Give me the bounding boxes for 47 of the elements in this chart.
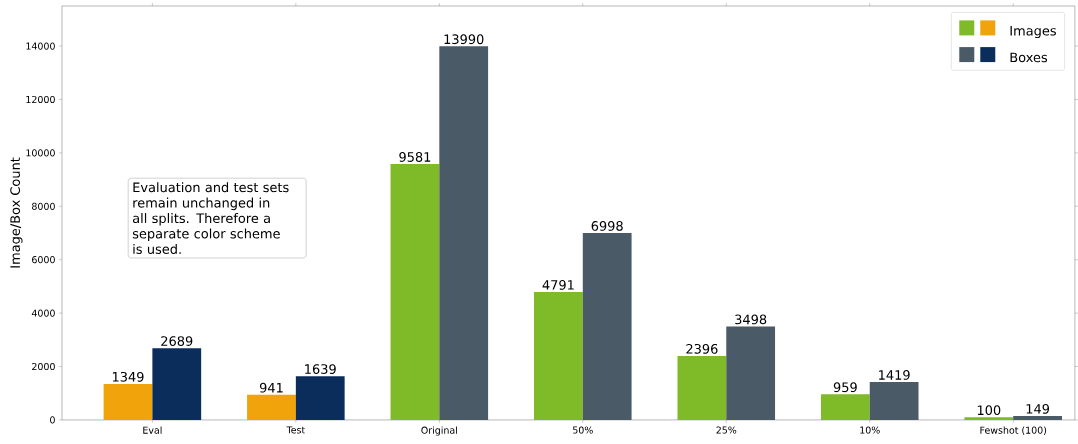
bar bbox=[534, 292, 583, 420]
data-label: 149 bbox=[1026, 404, 1050, 414]
y-tick-label: 10000 bbox=[26, 149, 55, 157]
y-tick-label: 2000 bbox=[32, 362, 55, 371]
bar bbox=[295, 376, 345, 420]
data-label: 941 bbox=[259, 382, 283, 393]
bar bbox=[152, 348, 202, 420]
y-tick-label: 12000 bbox=[26, 95, 55, 104]
data-label: 6998 bbox=[591, 221, 623, 231]
bar bbox=[582, 233, 632, 420]
data-label: 9581 bbox=[399, 152, 431, 162]
data-label: 3498 bbox=[735, 314, 767, 325]
data-label: 100 bbox=[977, 405, 1001, 416]
y-tick-label: 4000 bbox=[31, 309, 55, 317]
y-tick-label: 6000 bbox=[32, 256, 55, 264]
bar bbox=[869, 382, 919, 420]
bar bbox=[726, 326, 776, 420]
bar bbox=[820, 394, 870, 420]
legend-label: Images bbox=[1010, 26, 1056, 39]
x-tick-label: Eval bbox=[143, 426, 162, 434]
data-label: 13990 bbox=[444, 34, 484, 45]
bar bbox=[103, 383, 153, 420]
x-tick-label: 50% bbox=[573, 426, 593, 434]
x-tick-label: 10% bbox=[860, 426, 880, 434]
bar bbox=[390, 164, 440, 420]
x-tick-label: 25% bbox=[716, 426, 737, 434]
data-label: 2396 bbox=[686, 344, 718, 354]
bar bbox=[247, 394, 296, 420]
y-tick-label: 0 bbox=[50, 416, 55, 424]
bar bbox=[964, 417, 1014, 420]
x-tick-label: Test bbox=[286, 426, 305, 434]
data-label: 1639 bbox=[305, 364, 336, 375]
data-label: 959 bbox=[833, 382, 857, 393]
data-label: 1419 bbox=[879, 370, 910, 380]
x-tick-label: Fewshot (100) bbox=[980, 426, 1047, 435]
bar bbox=[677, 355, 727, 420]
x-tick-label: Original bbox=[421, 426, 457, 436]
y-axis-title: Image/Box Count bbox=[10, 157, 23, 268]
y-tick-label: 8000 bbox=[32, 202, 55, 210]
data-label: 1349 bbox=[112, 371, 144, 382]
data-label: 4791 bbox=[542, 280, 574, 290]
y-tick-label: 14000 bbox=[26, 42, 55, 50]
legend-label: Boxes bbox=[1010, 52, 1048, 63]
bar bbox=[439, 46, 489, 420]
annotation: Evaluation and test sets remain unchanged in all splits. Therefore a separate color scheme is used. bbox=[132, 182, 289, 254]
data-label: 2689 bbox=[161, 336, 193, 346]
bar bbox=[1013, 415, 1062, 420]
